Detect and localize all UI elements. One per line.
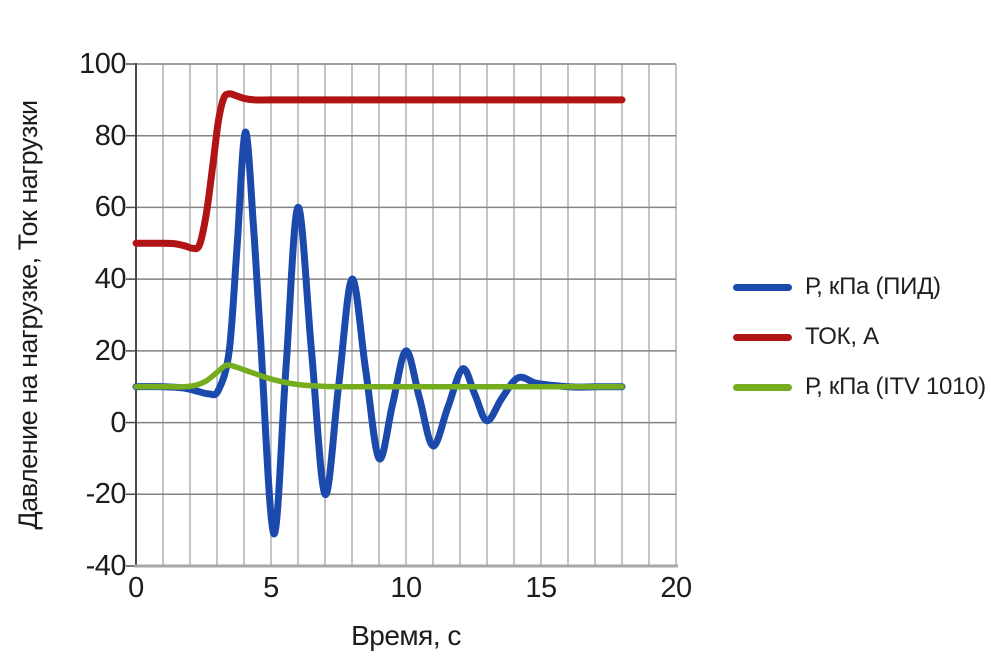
x-axis-title: Время, с: [351, 620, 461, 651]
y-tick-label: 80: [94, 119, 127, 152]
x-tick-label: 5: [263, 572, 279, 604]
legend-line-swatch: [733, 333, 792, 341]
y-tick-label: 20: [94, 334, 127, 367]
y-tick-label: 0: [110, 406, 126, 439]
series-line-2: [133, 362, 625, 390]
legend-label: Р, кПа (ПИД): [805, 273, 941, 300]
legend-label: ТОК, А: [805, 323, 879, 350]
series-line-1: [132, 90, 626, 253]
series-line-0: [132, 128, 626, 538]
x-tick-label: 10: [390, 572, 422, 604]
y-tick-label: 60: [94, 191, 127, 224]
legend: Р, кПа (ПИД) ТОК, А Р, кПа (ITV 1010): [733, 262, 986, 412]
y-tick-label: 100: [79, 48, 126, 80]
x-tick-label: 15: [525, 572, 557, 604]
legend-item-0: Р, кПа (ПИД): [733, 262, 986, 312]
legend-line-swatch: [733, 383, 792, 391]
legend-item-2: Р, кПа (ITV 1010): [733, 362, 986, 412]
x-tick-label: 20: [660, 572, 692, 604]
y-tick-label: -20: [85, 478, 127, 511]
y-tick-label: 40: [94, 263, 127, 296]
x-tick-label: 0: [128, 572, 144, 604]
legend-label: Р, кПа (ITV 1010): [805, 373, 986, 400]
y-tick-label: -40: [85, 550, 127, 582]
legend-line-swatch: [733, 283, 792, 291]
legend-item-1: ТОК, А: [733, 312, 986, 362]
